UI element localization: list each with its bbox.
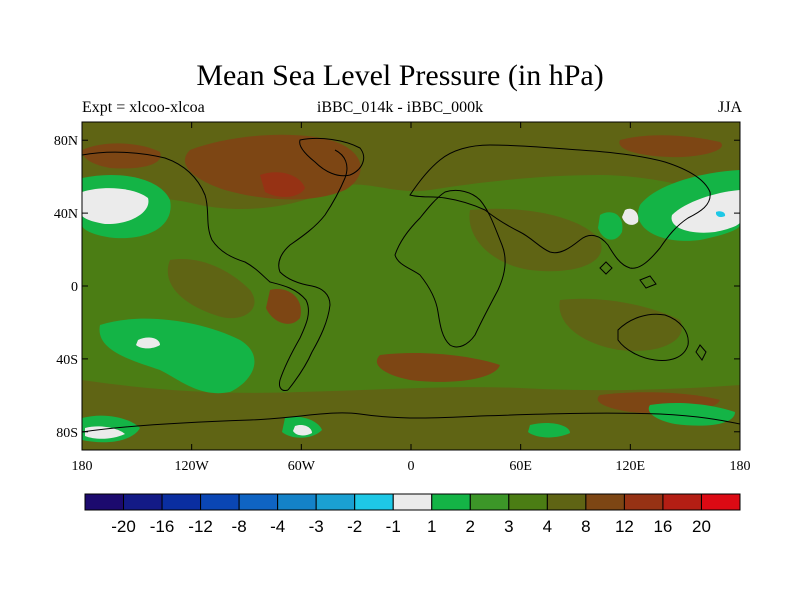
field-level-patch [266, 289, 301, 324]
field-level-patch [598, 212, 623, 240]
colorbar-swatch [546, 493, 587, 511]
colorbar-swatch [200, 493, 240, 511]
colorbar-swatch [700, 493, 741, 511]
lat-tick-label: 40N [54, 207, 78, 222]
colorbar-swatch [431, 493, 471, 511]
colorbar-label: -16 [150, 517, 175, 536]
field-level-patch [136, 337, 160, 349]
season-label: JJA [717, 99, 742, 116]
field-level-patch [85, 426, 125, 439]
lon-tick-label: 60E [509, 459, 532, 474]
colorbar-label: 12 [615, 517, 634, 536]
experiment-label: Expt = xlcoo-xlcoa [82, 99, 205, 116]
coastlines [82, 137, 740, 433]
coastline-antarctica [82, 412, 740, 433]
map-title: Mean Sea Level Pressure (in hPa) [196, 59, 604, 92]
coastline-islands [599, 261, 613, 275]
colorbar-swatch [354, 493, 394, 511]
lon-tick-label: 180 [72, 459, 93, 474]
lon-tick-label: 60W [288, 459, 316, 474]
lon-tick-label: 0 [408, 459, 415, 474]
colorbar-swatch [392, 493, 433, 511]
difference-label: iBBC_014k - iBBC_000k [316, 99, 484, 116]
lon-tick-label: 120W [175, 459, 210, 474]
field-level-peak [260, 172, 305, 197]
colorbar-label: -4 [270, 517, 285, 536]
coastline-eurasia [409, 144, 711, 269]
colorbar-swatch [123, 493, 163, 511]
colorbar-label: 20 [692, 517, 711, 536]
lat-tick-label: 40S [56, 353, 78, 368]
pressure-field [82, 122, 740, 450]
field-level-max-low [82, 188, 149, 225]
colorbar-label: -12 [188, 517, 213, 536]
coastline-australia [617, 313, 689, 361]
lon-tick-label: 120E [616, 459, 646, 474]
colorbar-label: 1 [427, 517, 436, 536]
colorbar-label: -20 [111, 517, 136, 536]
colorbar-swatch [238, 493, 279, 511]
colorbar-swatch [315, 493, 356, 511]
lat-tick-label: 0 [71, 280, 78, 295]
field-level-patch [622, 208, 639, 225]
colorbar-label: -8 [232, 517, 247, 536]
colorbar-swatch [585, 493, 625, 511]
field-level-patch [376, 353, 500, 382]
field-level-patch [167, 259, 255, 319]
colorbar-swatch [84, 493, 125, 511]
lat-tick-label: 80N [54, 134, 78, 149]
coastline-new-zealand [695, 344, 707, 361]
field-level-patch [648, 402, 735, 426]
colorbar-swatch [277, 493, 317, 511]
field-level-south-pacific-low [99, 318, 255, 394]
field-level-patch [716, 211, 726, 218]
field-level-patch [528, 422, 570, 438]
coastline-islands [639, 275, 657, 289]
colorbar-label: 3 [504, 517, 513, 536]
colorbar-label: 16 [653, 517, 672, 536]
colorbar-swatch [161, 493, 202, 511]
colorbar-swatch [623, 493, 664, 511]
colorbar-label: -1 [386, 517, 401, 536]
coastline-americas-west [82, 151, 309, 391]
colorbar: -20 -16 -12 -8 -4 -3 -2 -1 1 2 3 4 8 12 16 20 [84, 493, 741, 536]
field-level-patch [469, 208, 602, 272]
colorbar-label: 2 [466, 517, 475, 536]
field-level-greenland-high [184, 134, 361, 200]
colorbar-label: -3 [309, 517, 324, 536]
field-level-patch [82, 143, 161, 169]
coastline-americas-east [278, 149, 348, 391]
coastline-greenland [299, 137, 365, 177]
lat-tick-label: 80S [56, 426, 78, 441]
coastline-africa [394, 189, 506, 348]
field-level-max-low [671, 190, 740, 233]
field-level-patch [293, 424, 312, 436]
colorbar-label: 4 [543, 517, 552, 536]
field-level-patch [559, 298, 682, 351]
colorbar-swatch [662, 493, 702, 511]
colorbar-label: -2 [347, 517, 362, 536]
colorbar-swatch [469, 493, 510, 511]
colorbar-swatch [508, 493, 548, 511]
lon-tick-label: 180 [730, 459, 751, 474]
colorbar-label: 8 [581, 517, 590, 536]
field-level-south-band [82, 380, 740, 450]
field-level-patch [619, 135, 722, 158]
map-axes: 80N 40N 0 40S 80S 180 120W 60W 0 60E 120E 180 [54, 122, 751, 474]
